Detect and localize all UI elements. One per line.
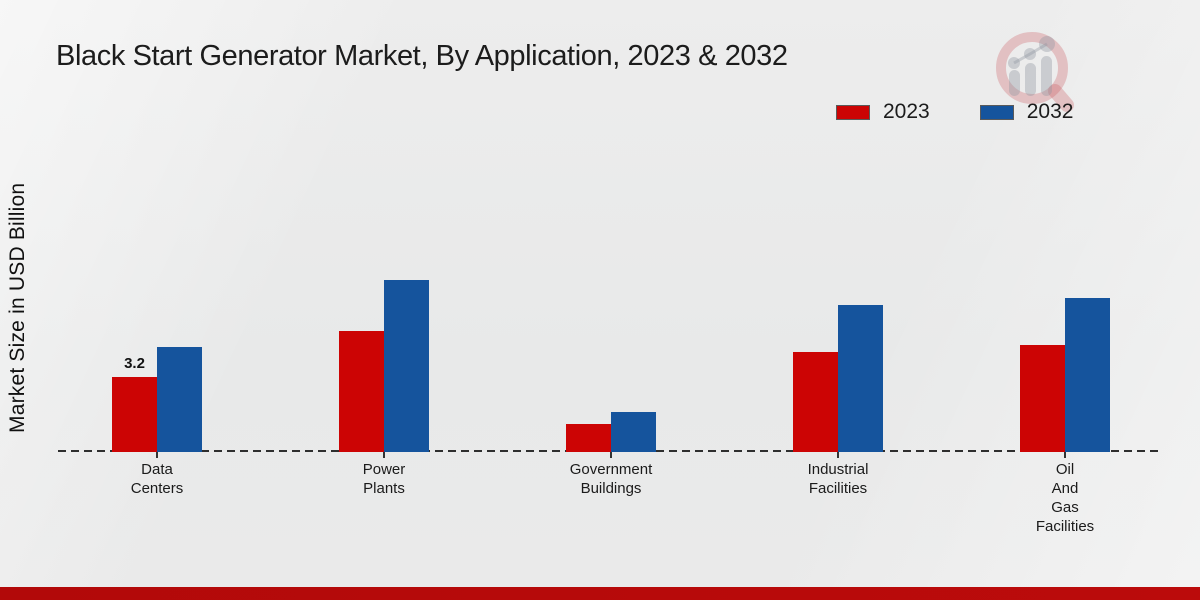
- legend-label: 2032: [1026, 100, 1074, 123]
- x-axis-tick: [837, 452, 839, 458]
- x-axis-category-label: Government Buildings: [569, 461, 653, 498]
- bar-2023-category-3: [793, 352, 838, 452]
- chart-title: Black Start Generator Market, By Applica…: [56, 40, 788, 72]
- bar-2023-category-1: [339, 331, 384, 452]
- bar-2032-category-0: [157, 347, 202, 452]
- x-axis-category-label: Industrial Facilities: [807, 461, 869, 498]
- market-research-logo-watermark: [996, 32, 1074, 112]
- bar-2032-category-3: [838, 305, 883, 452]
- x-axis-tick: [610, 452, 612, 458]
- bar-2032-category-2: [611, 412, 656, 452]
- legend-swatch-icon: [979, 104, 1014, 120]
- x-axis-tick: [1064, 452, 1066, 458]
- legend-swatch-icon: [836, 104, 870, 120]
- x-axis-category-label: Data Centers: [130, 461, 184, 498]
- footer-accent-bar: [0, 587, 1200, 600]
- bar-2032-category-1: [384, 280, 429, 452]
- legend-item-2023: 2023: [836, 100, 930, 124]
- bar-value-label: 3.2: [124, 355, 145, 373]
- legend-label: 2023: [883, 100, 930, 123]
- x-axis-tick: [156, 452, 158, 458]
- bar-2023-category-0: [112, 377, 157, 452]
- legend: 2023 2032: [836, 100, 1073, 124]
- x-axis-category-label: Power Plants: [362, 461, 406, 498]
- x-axis-category-label: Oil And Gas Facilities: [1035, 461, 1095, 536]
- legend-item-2032: 2032: [979, 100, 1074, 124]
- bar-2023-category-2: [566, 424, 611, 452]
- x-axis-tick: [383, 452, 385, 458]
- bar-2032-category-4: [1065, 298, 1110, 452]
- bar-2023-category-4: [1020, 345, 1065, 452]
